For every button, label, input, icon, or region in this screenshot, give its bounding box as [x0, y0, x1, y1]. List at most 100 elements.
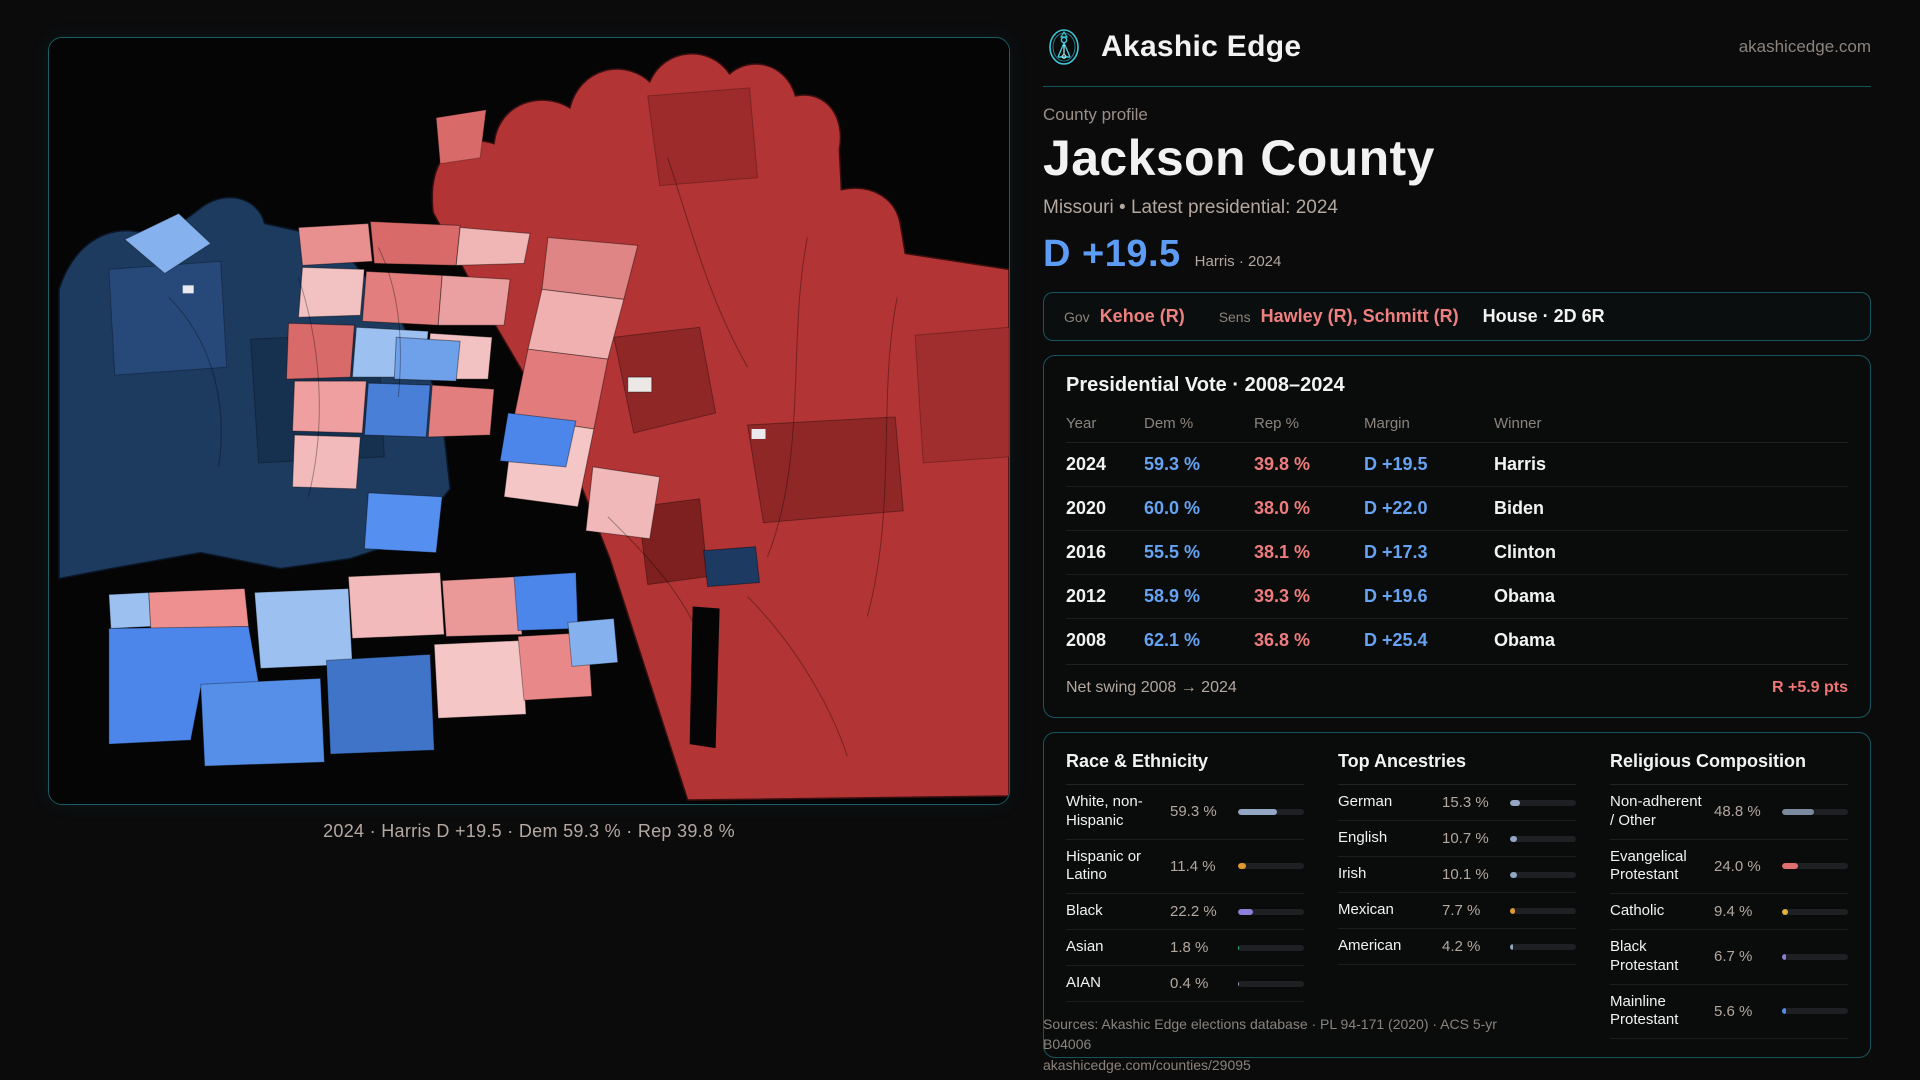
demographics-panel: Race & Ethnicity White, non-Hispanic 59.3…	[1043, 732, 1871, 1058]
net-swing-label: Net swing 2008 → 2024	[1066, 679, 1237, 696]
stat-value: 10.1 %	[1442, 866, 1489, 883]
stat-label: Hispanic or Latino	[1066, 847, 1142, 884]
stat-bar-track	[1782, 808, 1848, 815]
stat-label: White, non-Hispanic	[1066, 793, 1143, 829]
table-row: 2020 60.0 % 38.0 % D +22.0 Biden	[1066, 487, 1848, 531]
cell-dem: 58.9 %	[1144, 586, 1201, 606]
stat-bar-track	[1782, 953, 1848, 960]
stat-value: 15.3 %	[1442, 794, 1489, 811]
stat-bar-fill	[1238, 944, 1240, 951]
table-col-rep: Rep %	[1254, 415, 1300, 432]
stat-value: 24.0 %	[1714, 857, 1761, 875]
cell-winner: Clinton	[1494, 542, 1556, 562]
table-row: 2008 62.1 % 36.8 % D +25.4 Obama	[1066, 619, 1848, 662]
table-row: 2012 58.9 % 39.3 % D +19.6 Obama	[1066, 575, 1848, 619]
stat-row: English 10.7 %	[1338, 821, 1576, 857]
table-col-winner: Winner	[1494, 415, 1542, 432]
table-col-margin: Margin	[1364, 415, 1410, 432]
cell-dem: 60.0 %	[1144, 498, 1201, 518]
stat-row: Hispanic or Latino 11.4 %	[1066, 840, 1304, 894]
stat-bar-fill	[1238, 863, 1246, 870]
margin-headline-row: D +19.5 Harris · 2024	[1043, 233, 1871, 276]
margin-note: Harris · 2024	[1194, 253, 1282, 270]
stat-row: Non-adherent / Other 48.8 %	[1610, 785, 1848, 840]
stat-value: 9.4 %	[1714, 903, 1753, 920]
county-profile-section: Akashic Edge akashicedge.com County prof…	[1043, 26, 1871, 1080]
stat-bar-track	[1510, 943, 1576, 950]
stat-bar-fill	[1238, 908, 1253, 915]
cell-dem: 59.3 %	[1144, 454, 1201, 474]
stat-label: Black	[1066, 902, 1103, 920]
stat-value: 5.6 %	[1714, 1002, 1753, 1020]
presidential-panel-title: Presidential Vote · 2008–2024	[1066, 374, 1345, 396]
cell-rep: 38.1 %	[1254, 542, 1311, 562]
brand-name: Akashic Edge	[1101, 30, 1302, 63]
stat-value: 22.2 %	[1170, 903, 1217, 920]
stat-bar-track	[1238, 980, 1304, 987]
stat-bar-fill	[1782, 808, 1815, 815]
cell-year: 2020	[1066, 498, 1107, 518]
stat-row: Evangelical Protestant 24.0 %	[1610, 840, 1848, 894]
stat-bar-fill	[1782, 863, 1798, 870]
stat-row: Catholic 9.4 %	[1610, 894, 1848, 930]
table-col-year: Year	[1066, 415, 1097, 432]
cell-rep: 38.0 %	[1254, 498, 1311, 518]
stat-label: Asian	[1066, 938, 1104, 956]
religious-composition-title: Religious Composition	[1610, 751, 1848, 785]
stat-label: AIAN	[1066, 974, 1102, 992]
stat-bar-fill	[1782, 908, 1789, 915]
stat-bar-track	[1510, 835, 1576, 842]
presidential-vote-panel: Presidential Vote · 2008–2024 Year Dem % R…	[1043, 355, 1871, 718]
net-swing-value: R +5.9 pts	[1771, 679, 1848, 696]
stat-bar-fill	[1510, 907, 1516, 914]
stat-label: Black Protestant	[1610, 938, 1679, 974]
stat-bar-fill	[1238, 808, 1278, 815]
sens-value: Hawley (R), Schmitt (R)	[1260, 306, 1459, 326]
map-caption: 2024 · Harris D +19.5 · Dem 59.3 % · Rep…	[323, 821, 735, 841]
cell-dem: 55.5 %	[1144, 542, 1201, 562]
stat-row: Asian 1.8 %	[1066, 930, 1304, 966]
cell-winner: Biden	[1494, 498, 1545, 518]
cell-rep: 39.3 %	[1254, 586, 1311, 606]
county-url-link[interactable]: akashicedge.com/counties/29095	[1043, 1056, 1251, 1073]
sources-line-1: Sources: Akashic Edge elections database…	[1043, 1016, 1497, 1053]
stat-row: German 15.3 %	[1338, 785, 1576, 821]
sens-label: Sens	[1218, 308, 1251, 325]
stat-bar-track	[1782, 908, 1848, 915]
stat-value: 11.4 %	[1170, 857, 1216, 875]
stat-label: Mainline Protestant	[1610, 992, 1679, 1029]
table-body: 2024 59.3 % 39.8 % D +19.5 Harris 2020 60.0 % 3…	[1066, 443, 1848, 662]
house-value: House · 2D 6R	[1482, 306, 1605, 326]
stat-bar-fill	[1510, 871, 1517, 878]
stat-label: Non-adherent / Other	[1610, 793, 1702, 829]
precinct-map-svg	[49, 38, 1009, 804]
cell-winner: Obama	[1494, 630, 1556, 650]
top-ancestries-column: Top Ancestries German 15.3 % English 10.7 %…	[1338, 751, 1576, 1039]
cell-margin: D +19.6	[1364, 586, 1428, 606]
cell-margin: D +22.0	[1364, 498, 1428, 518]
header-divider	[1043, 86, 1871, 87]
sources-note: Sources: Akashic Edge elections database…	[1043, 1014, 1523, 1075]
stat-bar-fill	[1510, 835, 1518, 842]
stat-bar-track	[1238, 908, 1304, 915]
stat-value: 59.3 %	[1170, 803, 1217, 821]
stat-row: White, non-Hispanic 59.3 %	[1066, 785, 1304, 840]
race-ethnicity-title: Race & Ethnicity	[1066, 751, 1304, 785]
stat-row: AIAN 0.4 %	[1066, 966, 1304, 1002]
stat-label: Mexican	[1338, 901, 1394, 919]
stat-label: German	[1338, 793, 1393, 811]
stat-label: Evangelical Protestant	[1610, 847, 1687, 884]
cell-year: 2008	[1066, 630, 1107, 650]
site-header: Akashic Edge akashicedge.com	[1043, 26, 1871, 68]
stat-row: Black 22.2 %	[1066, 894, 1304, 930]
top-ancestries-title: Top Ancestries	[1338, 751, 1576, 785]
akashic-edge-logo-icon	[1049, 29, 1079, 65]
stat-value: 4.2 %	[1442, 938, 1481, 955]
stat-bar-track	[1510, 799, 1576, 806]
stat-bar-track	[1510, 907, 1576, 914]
stat-row: Black Protestant 6.7 %	[1610, 930, 1848, 985]
stat-value: 6.7 %	[1714, 948, 1753, 966]
precinct-map[interactable]	[48, 37, 1010, 805]
site-domain-link[interactable]: akashicedge.com	[1738, 37, 1871, 56]
stat-bar-fill	[1510, 799, 1521, 806]
